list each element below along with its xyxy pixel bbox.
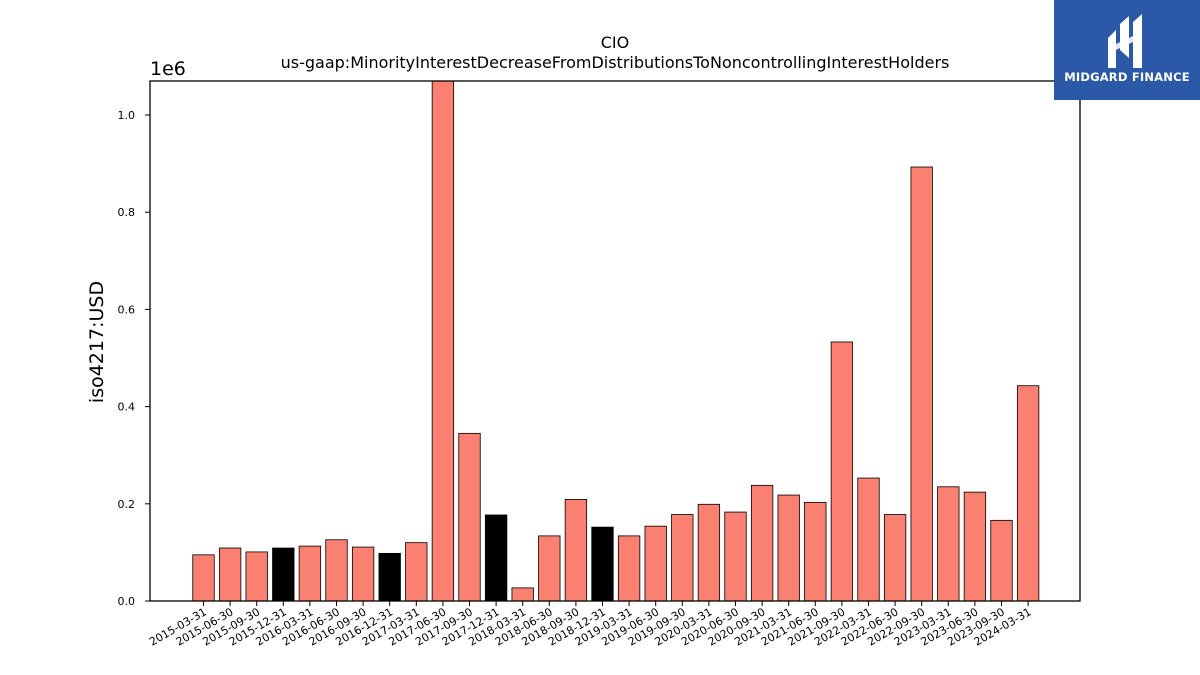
bar-2016-06-30 [325, 539, 348, 602]
bar-2023-03-31 [937, 486, 960, 602]
bar-2021-09-30 [830, 341, 854, 602]
bar-2019-06-30 [644, 525, 667, 602]
y-scale-label: 1e6 [150, 58, 186, 80]
bar-2020-09-30 [750, 484, 774, 602]
bar-2015-03-31 [192, 554, 215, 602]
y-axis-label: iso4217:USD [86, 281, 108, 403]
y-tick-label: 1.0 [118, 109, 136, 122]
bar-2017-12-31 [484, 514, 508, 602]
bar-2023-06-30 [963, 491, 987, 602]
bar-2015-06-30 [218, 547, 242, 602]
plot-frame [149, 80, 1081, 602]
y-tick-label: 0.0 [118, 595, 136, 608]
bar-2024-03-31 [1016, 385, 1040, 602]
y-tick-label: 0.4 [118, 401, 136, 414]
bar-2019-09-30 [671, 514, 694, 602]
bar-2023-09-30 [990, 519, 1013, 602]
bar-2018-12-31 [591, 526, 614, 602]
bar-2020-06-30 [724, 511, 747, 602]
y-tick-label: 0.8 [118, 206, 136, 219]
bar-2017-06-30 [431, 80, 455, 602]
midgard-finance-logo: MIDGARD FINANCE [1054, 0, 1200, 100]
bar-2017-03-31 [405, 542, 428, 602]
bar-2021-03-31 [777, 494, 800, 602]
bar-2015-09-30 [245, 551, 268, 602]
bar-2022-09-30 [910, 166, 933, 602]
bar-2022-03-31 [857, 477, 880, 602]
bar-2018-03-31 [511, 587, 534, 602]
bar-2017-09-30 [458, 432, 481, 602]
bar-2018-06-30 [538, 535, 561, 602]
midgard-logo-icon [1108, 14, 1142, 68]
bar-2020-03-31 [697, 503, 721, 602]
bar-2019-03-31 [617, 535, 641, 602]
chart-subtitle: us-gaap:MinorityInterestDecreaseFromDist… [281, 53, 950, 72]
bar-2021-06-30 [804, 501, 827, 602]
bar-2016-03-31 [298, 545, 322, 602]
bar-2018-09-30 [564, 499, 588, 602]
logo-text: MIDGARD FINANCE [1064, 70, 1190, 84]
bar-2015-12-31 [272, 547, 295, 602]
bar-2022-06-30 [883, 514, 907, 602]
bar-2016-12-31 [378, 552, 401, 602]
y-tick-label: 0.2 [118, 498, 136, 511]
chart-title: CIO [601, 33, 629, 52]
y-tick-label: 0.6 [118, 303, 136, 316]
bar-2016-09-30 [351, 546, 375, 602]
